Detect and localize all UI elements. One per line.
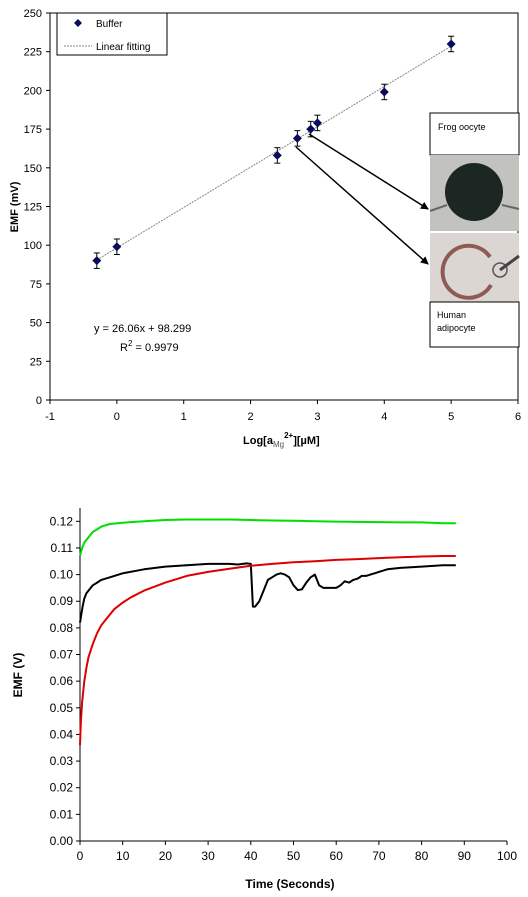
chart-2-y-tick-label: 0.08 (50, 621, 74, 635)
data-point (92, 256, 102, 266)
frog-label-box (429, 112, 520, 156)
chart-1-x-tick-label: 1 (181, 411, 187, 423)
chart-1-y-tick-label: 0 (36, 395, 42, 407)
chart-1-y-tick-label: 150 (24, 163, 42, 175)
human-label-2: adipocyte (437, 323, 476, 333)
chart-2-y-tick-label: 0.04 (50, 727, 74, 741)
chart-1-x-tick-label: 3 (314, 411, 320, 423)
chart-2-y-tick-label: 0.02 (50, 781, 74, 795)
chart-1-x-label-main: Log[a (243, 435, 274, 447)
r2-main: R (120, 342, 128, 354)
data-point (292, 133, 302, 143)
data-point (272, 150, 282, 160)
chart-2-x-tick-label: 40 (244, 849, 258, 863)
chart-1-x-tick-label: 5 (448, 411, 454, 423)
data-point (446, 39, 456, 49)
chart-1-x-tick-label: 6 (515, 411, 521, 423)
chart-1-legend: Buffer Linear fitting (56, 12, 168, 56)
chart-2-y-tick-label: 0.11 (51, 541, 74, 555)
data-point (306, 124, 316, 134)
red-trace (79, 555, 456, 746)
frog-oocyte-cell (445, 163, 503, 221)
chart-2-x-tick-label: 50 (287, 849, 301, 863)
chart-1-x-tick-label: 2 (248, 411, 254, 423)
chart-1-y-tick-label: 225 (24, 47, 42, 59)
chart-2-y-tick-label: 0.06 (50, 674, 74, 688)
legend-fit-label: Linear fitting (96, 42, 150, 53)
data-point (312, 118, 322, 128)
human-label: Human (437, 310, 466, 320)
chart-2-y-tick-label: 0.03 (50, 754, 74, 768)
black-trace (79, 562, 456, 623)
chart-2: 0.00 0.01 0.02 0.03 0.04 0.05 0.06 0.07 0.08 0.09… (11, 508, 517, 891)
equation-label: y = 26.06x + 98.299 (94, 323, 191, 335)
chart-2-y-tick-label: 0.10 (50, 568, 74, 582)
chart-1-points (92, 35, 456, 269)
chart-1-x-label-sup: 2+ (284, 431, 293, 440)
chart-1-y-tick-label: 125 (24, 202, 42, 214)
inset-frog: Frog oocyte (429, 112, 520, 231)
human-label-box (429, 301, 520, 348)
chart-1-x-tick-label: -1 (45, 411, 55, 423)
green-trace (79, 518, 456, 557)
chart-2-y-tick-label: 0.00 (50, 834, 74, 848)
chart-2-x-tick-label: 80 (415, 849, 429, 863)
chart-1-x-label-tail: ][µM] (293, 435, 320, 447)
r2-tail: = 0.9979 (132, 342, 178, 354)
chart-2-y-tick-label: 0.09 (50, 594, 74, 608)
chart-2-x-tick-label: 10 (116, 849, 130, 863)
data-point (112, 242, 122, 252)
chart-2-y-tick-label: 0.05 (50, 701, 74, 715)
chart-1-y-label: EMF (mV) (9, 181, 21, 232)
chart-1-x-tick-label: 0 (114, 411, 120, 423)
chart-2-x-tick-label: 70 (372, 849, 386, 863)
arrow-to-human (295, 146, 429, 265)
chart-1-y-tick-label: 100 (24, 240, 42, 252)
r2-sup: 2 (128, 339, 133, 348)
chart-2-x-label: Time (Seconds) (245, 877, 334, 891)
chart-2-x-tick-label: 90 (458, 849, 472, 863)
data-point (379, 87, 389, 97)
chart-2-y-tick-label: 0.07 (50, 648, 74, 662)
chart-2-x-tick-label: 30 (201, 849, 215, 863)
chart-1-y-ticks: 0 25 50 75 100 125 150 175 200 225 250 (24, 8, 50, 407)
r2-label: R2 = 0.9979 (120, 339, 179, 354)
chart-1-x-tick-label: 4 (381, 411, 387, 423)
chart-2-y-tick-label: 0.01 (50, 807, 74, 821)
inset-human: Human adipocyte (429, 233, 520, 348)
chart-1-y-tick-label: 250 (24, 8, 42, 20)
chart-2-x-ticks: 0 10 20 30 40 50 60 70 80 90 100 (77, 841, 517, 863)
chart-1-x-label: Log[aMg2+][µM] (243, 431, 320, 449)
chart-1-y-tick-label: 25 (30, 356, 42, 368)
frog-label: Frog oocyte (438, 122, 486, 132)
chart-2-y-label: EMF (V) (11, 653, 25, 698)
chart-2-x-tick-label: 0 (77, 849, 84, 863)
chart-1-y-tick-label: 200 (24, 85, 42, 97)
chart-1-x-ticks: -1 0 1 2 3 4 5 6 (45, 400, 521, 423)
arrow-to-frog (308, 133, 429, 210)
chart-2-lines (79, 518, 456, 746)
legend-buffer-label: Buffer (96, 19, 123, 30)
chart-2-x-tick-label: 100 (497, 849, 517, 863)
chart-2-y-ticks: 0.00 0.01 0.02 0.03 0.04 0.05 0.06 0.07 0.08 0.09… (50, 514, 80, 848)
chart-1-x-label-sub: Mg (273, 440, 284, 449)
legend-buffer-marker (74, 19, 82, 27)
chart-1-y-tick-label: 50 (30, 318, 42, 330)
chart-2-x-tick-label: 60 (330, 849, 344, 863)
chart-2-y-tick-label: 0.12 (50, 514, 74, 528)
chart-1-y-tick-label: 75 (30, 279, 42, 291)
chart-2-x-tick-label: 20 (159, 849, 173, 863)
chart-1-y-tick-label: 175 (24, 124, 42, 136)
human-adipocyte-ring (440, 243, 493, 300)
